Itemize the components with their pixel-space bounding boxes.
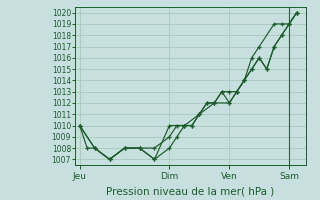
X-axis label: Pression niveau de la mer( hPa ): Pression niveau de la mer( hPa ) [106,186,275,196]
